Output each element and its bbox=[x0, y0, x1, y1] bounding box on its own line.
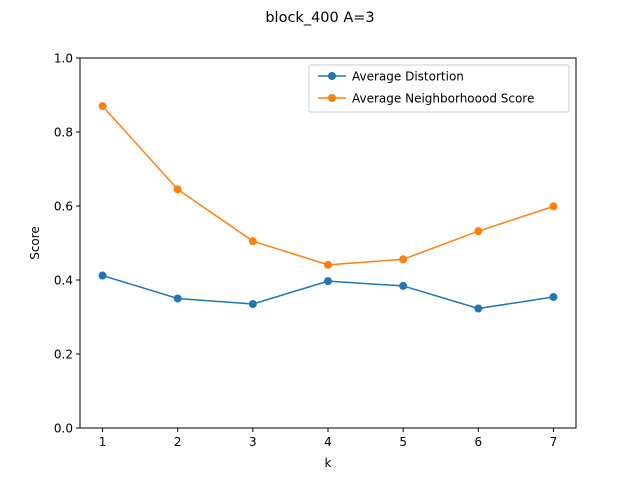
data-point bbox=[248, 300, 257, 309]
x-tick-label: 2 bbox=[174, 435, 182, 449]
data-point bbox=[324, 260, 332, 269]
data-point bbox=[324, 277, 332, 286]
legend-entry-distortion: Average Distortion bbox=[318, 70, 464, 84]
data-point bbox=[474, 227, 483, 236]
y-tick-label: 0.4 bbox=[54, 274, 73, 288]
legend-label: Average Neighborhoood Score bbox=[352, 92, 534, 106]
legend-swatch-marker bbox=[328, 94, 336, 102]
plot-area: 1 2 3 4 5 6 7 0.0 0.2 0.4 0.6 0.8 1.0 bbox=[54, 52, 577, 449]
x-tick-label: 3 bbox=[249, 435, 257, 449]
x-tick-label: 6 bbox=[474, 435, 482, 449]
x-axis-label: k bbox=[325, 456, 332, 470]
y-tick-label: 0.2 bbox=[54, 348, 73, 362]
x-tick-label: 7 bbox=[550, 435, 558, 449]
legend-label: Average Distortion bbox=[352, 70, 464, 84]
data-point bbox=[98, 102, 107, 111]
data-point bbox=[399, 281, 408, 290]
data-point bbox=[173, 294, 182, 303]
data-point bbox=[474, 304, 483, 313]
y-axis-ticks: 0.0 0.2 0.4 0.6 0.8 1.0 bbox=[54, 52, 80, 436]
chart-title: block_400 A=3 bbox=[265, 10, 374, 26]
data-point bbox=[549, 293, 558, 302]
y-axis-label: Score bbox=[28, 226, 42, 260]
x-tick-label: 1 bbox=[99, 435, 107, 449]
y-tick-label: 0.0 bbox=[54, 422, 73, 436]
x-tick-label: 5 bbox=[399, 435, 407, 449]
data-point bbox=[399, 255, 408, 264]
legend-entry-neighborhood: Average Neighborhoood Score bbox=[318, 92, 534, 106]
data-point bbox=[248, 237, 257, 246]
y-tick-label: 0.6 bbox=[54, 200, 73, 214]
plot-background bbox=[80, 58, 576, 428]
legend: Average Distortion Average Neighborhoood… bbox=[308, 64, 570, 113]
y-tick-label: 1.0 bbox=[54, 52, 73, 66]
legend-swatch-marker bbox=[328, 72, 336, 80]
y-tick-label: 0.8 bbox=[54, 126, 73, 140]
legend-frame bbox=[308, 64, 570, 113]
data-point bbox=[98, 271, 107, 280]
data-point bbox=[173, 185, 182, 194]
x-tick-label: 4 bbox=[324, 435, 332, 449]
data-point bbox=[549, 202, 558, 211]
x-axis-ticks: 1 2 3 4 5 6 7 bbox=[99, 428, 558, 449]
plot-frame bbox=[79, 57, 577, 429]
series-layer bbox=[98, 102, 558, 313]
